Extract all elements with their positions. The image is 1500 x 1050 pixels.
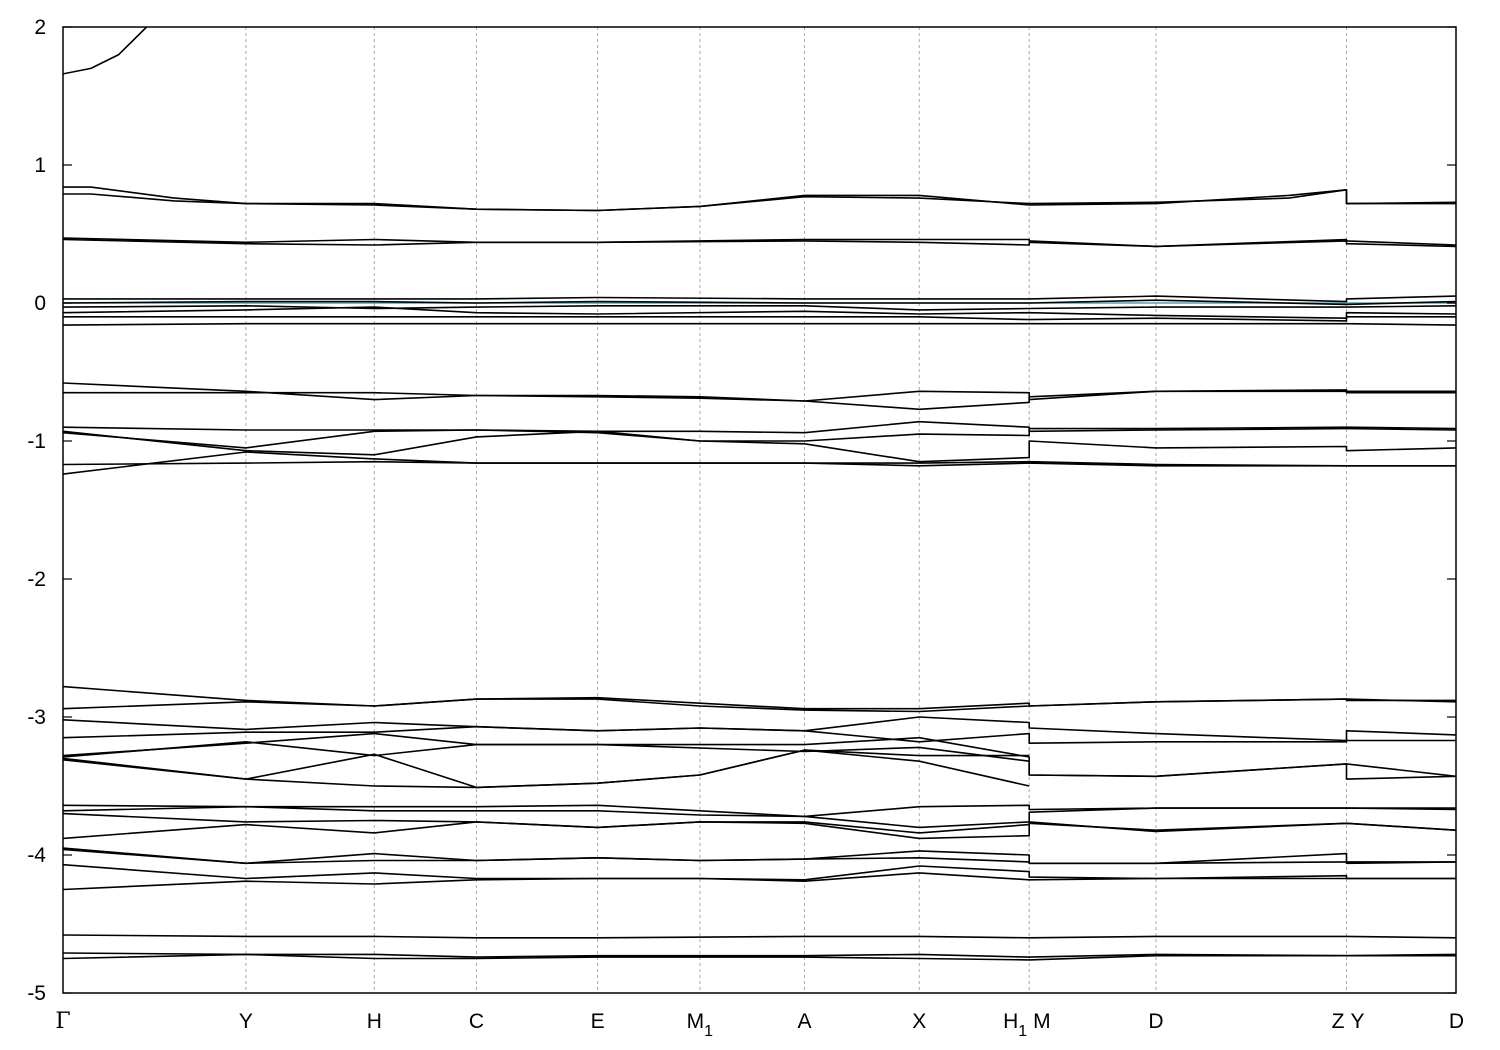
band-line <box>63 749 1030 789</box>
band-line <box>63 237 1456 248</box>
band-line <box>63 952 1456 958</box>
kpoint-label-subscript: 1 <box>704 1023 713 1040</box>
band-line <box>63 451 1456 475</box>
band-lines <box>63 27 1456 961</box>
kpoint-label: A <box>797 1010 811 1033</box>
y-tick-label: -1 <box>27 430 46 453</box>
band-line <box>63 805 1456 829</box>
y-tick-label: 1 <box>34 154 46 177</box>
band-line <box>63 685 1456 710</box>
band-line <box>63 316 1456 322</box>
kpoint-label: D <box>1148 1010 1163 1033</box>
band-line <box>63 821 1456 840</box>
y-tick-label: -3 <box>27 706 46 729</box>
kpoint-label: Z <box>1332 1010 1345 1033</box>
kpoint-label: M <box>1033 1010 1051 1033</box>
plot-frame <box>62 26 1457 994</box>
kpoint-label-subscript: 1 <box>1018 1023 1027 1040</box>
kpoint-grid-lines <box>245 27 1348 993</box>
kpoint-label: E <box>591 1010 605 1033</box>
band-line <box>63 420 1456 434</box>
kpoint-label: Y <box>1351 1010 1365 1033</box>
band-line <box>63 295 1456 303</box>
kpoint-label: X <box>912 1010 926 1033</box>
band-line <box>63 732 1456 780</box>
kpoint-label: H <box>367 1010 382 1033</box>
y-tick-label: -4 <box>27 844 46 867</box>
band-line <box>63 322 1456 326</box>
band-line <box>63 812 1456 834</box>
band-line <box>63 698 1456 713</box>
y-tick-label: -2 <box>27 568 46 591</box>
band-line <box>63 238 1456 248</box>
y-axis-ticks: 2 1 0 -1 -2 -3 -4 -5 <box>27 16 1456 1005</box>
band-line <box>63 934 1456 939</box>
kpoint-label: Y <box>239 1010 253 1033</box>
band-line <box>63 953 1456 961</box>
kpoint-label: C <box>469 1010 484 1033</box>
x-axis-kpoint-labels: Γ Y H C E M1 A X H1 M D Z Y D <box>55 1009 1464 1040</box>
band-line <box>63 426 1456 449</box>
band-line <box>63 716 1456 742</box>
band-line <box>63 749 1030 789</box>
band-line <box>63 189 1456 212</box>
y-tick-label: 0 <box>34 292 46 315</box>
y-tick-label: -5 <box>27 982 46 1005</box>
band-line <box>63 389 1456 411</box>
band-line <box>63 847 1456 865</box>
kpoint-label: Γ <box>55 1009 70 1034</box>
band-line <box>63 872 1456 891</box>
kpoint-label: M1 <box>687 1010 714 1040</box>
band-line <box>63 863 1456 881</box>
band-line <box>63 299 1456 306</box>
kpoint-label: H1 <box>1003 1010 1027 1040</box>
kpoint-label: D <box>1449 1010 1464 1033</box>
band-line <box>63 725 1456 744</box>
band-line <box>63 430 1456 463</box>
band-line <box>63 741 1456 778</box>
y-tick-label: 2 <box>34 16 46 39</box>
band-line <box>63 848 1456 865</box>
band-line <box>63 27 148 75</box>
